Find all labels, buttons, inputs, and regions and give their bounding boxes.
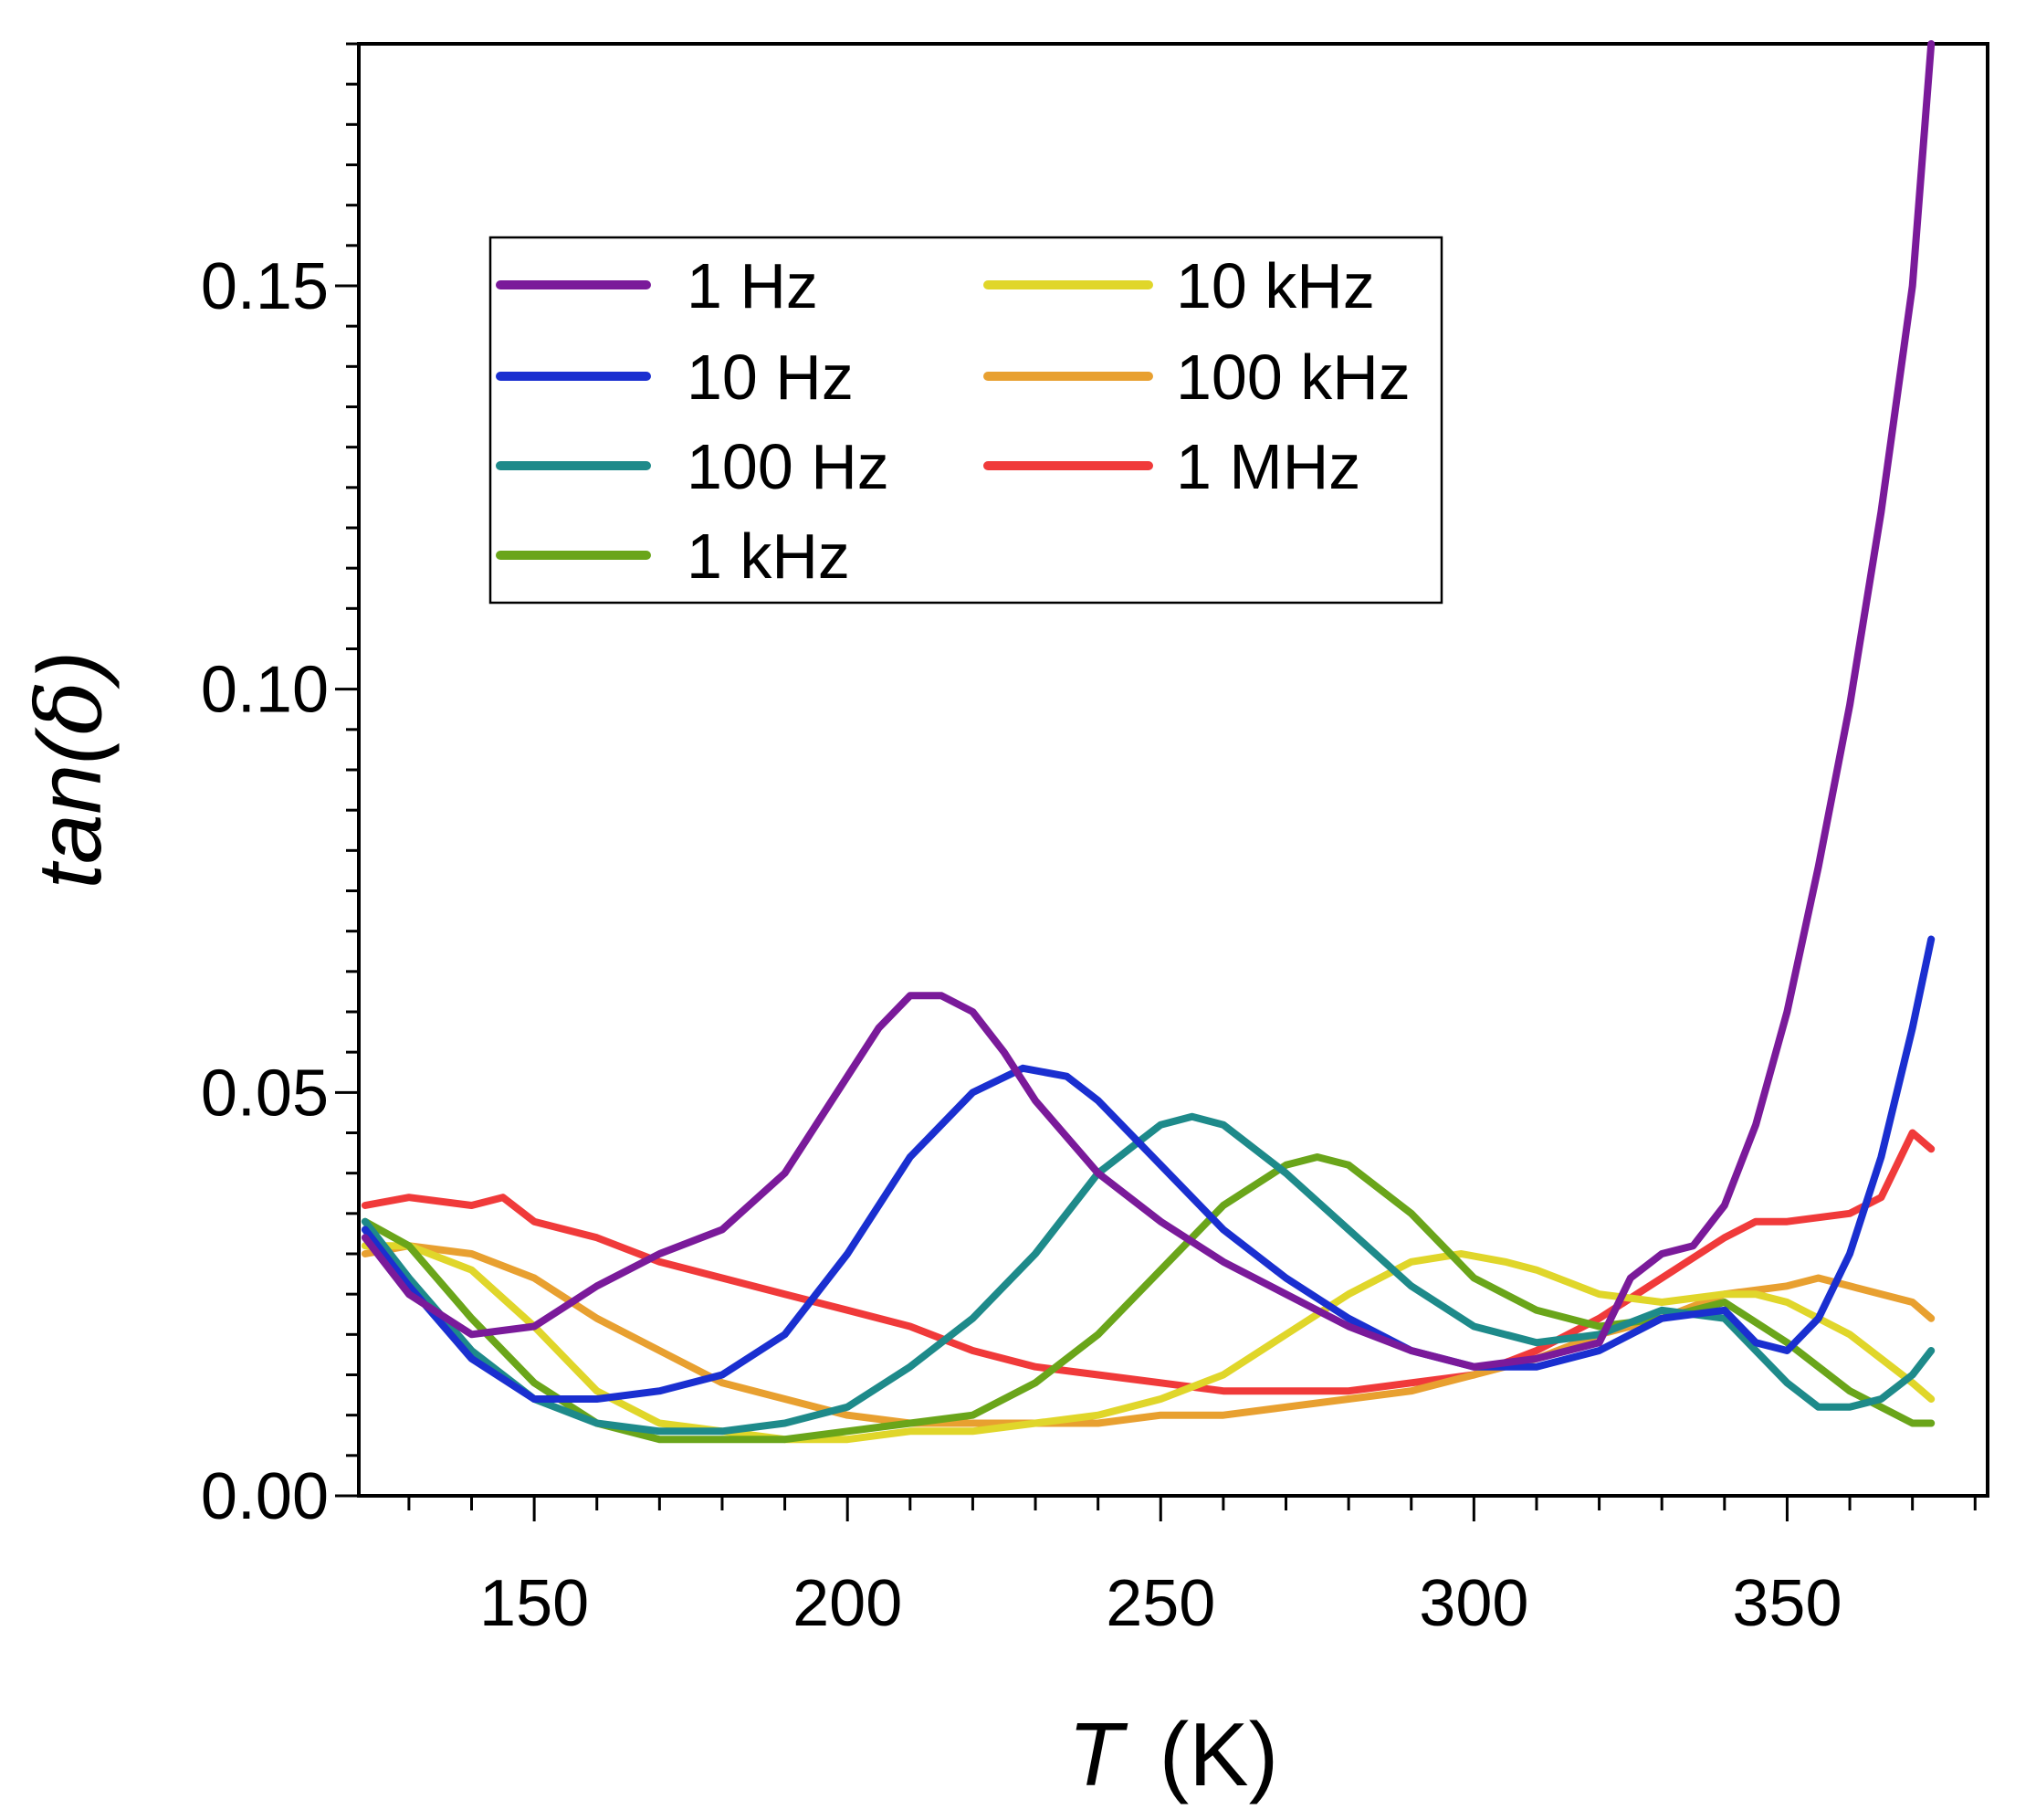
y-axis: 0.00 0.05 0.10 0.15 (201, 42, 359, 1533)
y-tick-label: 0.00 (201, 1460, 329, 1533)
x-axis-title: T (K) (1068, 1704, 1279, 1804)
legend-label-100-khz: 100 kHz (1176, 342, 1411, 413)
legend-label-100-hz: 100 Hz (687, 431, 889, 502)
legend-label-1-mhz: 1 MHz (1176, 431, 1360, 502)
x-tick-label: 200 (792, 1567, 902, 1640)
x-axis-unit: (K) (1160, 1704, 1279, 1804)
series-10-hz (361, 935, 1936, 1403)
y-axis-function: tan( (19, 727, 120, 889)
series-10-khz (361, 1242, 1936, 1444)
y-tick-label: 0.05 (201, 1057, 329, 1130)
legend: 1 Hz 10 Hz 100 Hz 1 kHz 10 kHz 100 kHz 1 MHz (488, 236, 1443, 605)
series-100-khz (361, 1242, 1936, 1427)
x-tick-label: 150 (479, 1567, 589, 1640)
x-axis-variable: T (1068, 1704, 1128, 1804)
series-100-hz (361, 1112, 1936, 1436)
y-tick-label: 0.10 (201, 654, 329, 727)
legend-label-10-hz: 10 Hz (687, 342, 854, 413)
legend-label-10-khz: 10 kHz (1176, 250, 1375, 321)
x-tick-label: 250 (1106, 1567, 1215, 1640)
y-tick-label: 0.15 (201, 250, 329, 323)
x-tick-label: 300 (1419, 1567, 1528, 1640)
legend-label-1-hz: 1 Hz (687, 250, 818, 321)
x-axis: 150 200 250 300 350 (407, 1496, 1977, 1640)
y-axis-symbol: δ (18, 680, 122, 734)
series-layer (361, 40, 1936, 1444)
legend-label-1-khz: 1 kHz (687, 521, 850, 592)
series-1-hz (361, 40, 1936, 1371)
y-axis-title: tan(δ) (18, 651, 122, 889)
x-tick-label: 350 (1732, 1567, 1842, 1640)
legend-box (488, 236, 1443, 605)
